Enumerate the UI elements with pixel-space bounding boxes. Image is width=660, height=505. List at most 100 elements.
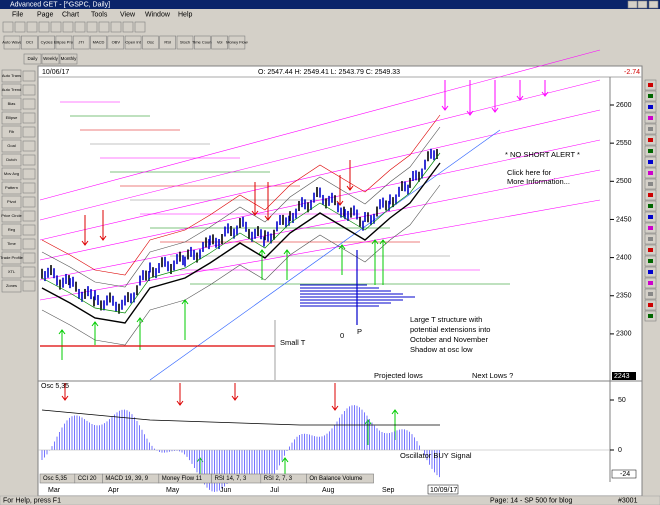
title-bar: [0, 0, 660, 9]
indicator-tab[interactable]: [306, 473, 374, 484]
tool-label: Auto Trans: [2, 73, 21, 78]
tool-button[interactable]: [1, 209, 22, 223]
timeframe-tab[interactable]: [41, 53, 60, 65]
tool-button[interactable]: [1, 279, 22, 293]
side-icon-glyph: [648, 237, 653, 241]
tool-icon[interactable]: [22, 70, 36, 82]
timeframe-tab[interactable]: [59, 53, 78, 65]
toolbar-button[interactable]: [3, 35, 21, 50]
tool-icon[interactable]: [22, 266, 36, 278]
timeframe-tabs: Daily Weekly Monthly: [23, 53, 78, 65]
toolbar-icon[interactable]: [38, 21, 50, 33]
tool-icon[interactable]: [22, 238, 36, 250]
tool-label: XTL: [8, 269, 16, 274]
arrow-head: [371, 239, 379, 245]
tool-button[interactable]: [1, 223, 22, 237]
tool-icon[interactable]: [22, 252, 36, 264]
side-icon-glyph: [648, 226, 653, 230]
toolbar-icon[interactable]: [86, 21, 98, 33]
toolbar-icon[interactable]: [62, 21, 74, 33]
osc-tick-label: 0: [618, 447, 622, 454]
tool-button[interactable]: [1, 83, 22, 97]
toolbar-button[interactable]: [107, 35, 125, 50]
menu-item[interactable]: Help: [178, 11, 193, 18]
month-label: Jul: [270, 487, 279, 494]
toolbar-icon[interactable]: [134, 21, 146, 33]
tool-button[interactable]: [1, 111, 22, 125]
tool-icon[interactable]: [22, 112, 36, 124]
tool-icon[interactable]: [22, 140, 36, 152]
tool-icon[interactable]: [22, 168, 36, 180]
tool-icon[interactable]: [22, 154, 36, 166]
tool-button[interactable]: [1, 125, 22, 139]
tool-icon[interactable]: [22, 196, 36, 208]
toolbar-button[interactable]: [142, 35, 159, 50]
toolbar-button[interactable]: [159, 35, 176, 50]
menu-item[interactable]: Page: [37, 11, 53, 18]
arrow-head: [99, 235, 107, 241]
side-icon-glyph: [648, 83, 653, 87]
menu-item[interactable]: Chart: [62, 11, 79, 18]
tool-button[interactable]: [1, 69, 22, 83]
minimize-button[interactable]: [627, 0, 638, 9]
menu-item[interactable]: File: [12, 11, 23, 18]
toolbar-button[interactable]: [228, 35, 246, 50]
menu-item[interactable]: Tools: [91, 11, 108, 18]
timeframe-tab[interactable]: [23, 53, 42, 65]
osc-value: -24: [620, 471, 630, 478]
tool-button[interactable]: [1, 265, 22, 279]
toolbar-icon[interactable]: [98, 21, 110, 33]
toolbar-icon[interactable]: [50, 21, 62, 33]
tool-icon[interactable]: [22, 98, 36, 110]
trend-line: [149, 129, 501, 381]
toolbar-button[interactable]: [72, 35, 90, 50]
arrow-head: [231, 395, 239, 401]
tool-button[interactable]: [1, 181, 22, 195]
close-button[interactable]: [648, 0, 659, 9]
toolbar-icon[interactable]: [2, 21, 14, 33]
toolbar-button[interactable]: [38, 35, 55, 50]
tool-icon[interactable]: [22, 182, 36, 194]
price-tick-label: 2300: [616, 331, 632, 338]
info-link[interactable]: Click here for: [507, 168, 552, 177]
toolbar-icon[interactable]: [26, 21, 38, 33]
tool-button[interactable]: [1, 153, 22, 167]
side-icon-glyph: [648, 116, 653, 120]
tool-button[interactable]: [1, 167, 22, 181]
tool-button[interactable]: [1, 195, 22, 209]
tool-icon[interactable]: [22, 224, 36, 236]
annotation: 0: [340, 331, 344, 340]
tool-icon[interactable]: [22, 126, 36, 138]
side-icon-glyph: [648, 193, 653, 197]
toolbar-button[interactable]: [124, 35, 142, 50]
toolbar-icon[interactable]: [122, 21, 134, 33]
toolbar-button[interactable]: [194, 35, 211, 50]
tool-button[interactable]: [1, 97, 22, 111]
toolbar-icon[interactable]: [14, 21, 26, 33]
toolbar: Auto Wave OCI Cycles Ellipse Proj JTI MACD OBV…: [2, 21, 248, 50]
info-link[interactable]: More Information...: [507, 177, 570, 186]
tool-button[interactable]: [1, 237, 22, 251]
toolbar-button[interactable]: [211, 35, 228, 50]
tool-icon[interactable]: [22, 280, 36, 292]
menu-bar: File Page Chart Tools View Window Help: [12, 11, 193, 18]
annotation: potential extensions into: [410, 325, 490, 334]
tool-button[interactable]: [1, 139, 22, 153]
toolbar-button[interactable]: [176, 35, 194, 50]
tool-icon[interactable]: [22, 210, 36, 222]
tool-button[interactable]: [1, 251, 22, 265]
toolbar-button[interactable]: [90, 35, 107, 50]
maximize-button[interactable]: [637, 0, 648, 9]
toolbar-icon[interactable]: [74, 21, 86, 33]
trend-line: [39, 49, 601, 201]
toolbar-icon[interactable]: [110, 21, 122, 33]
tool-icon[interactable]: [22, 84, 36, 96]
toolbar-button[interactable]: [20, 35, 38, 50]
toolbar-button[interactable]: [55, 35, 73, 50]
menu-item[interactable]: View: [120, 11, 136, 18]
menu-item[interactable]: Window: [145, 11, 171, 18]
indicator-tab-label: Osc 5,35: [43, 476, 68, 482]
chart-area: [37, 65, 643, 497]
side-icon-glyph: [648, 248, 653, 252]
arrow-head: [283, 249, 291, 255]
